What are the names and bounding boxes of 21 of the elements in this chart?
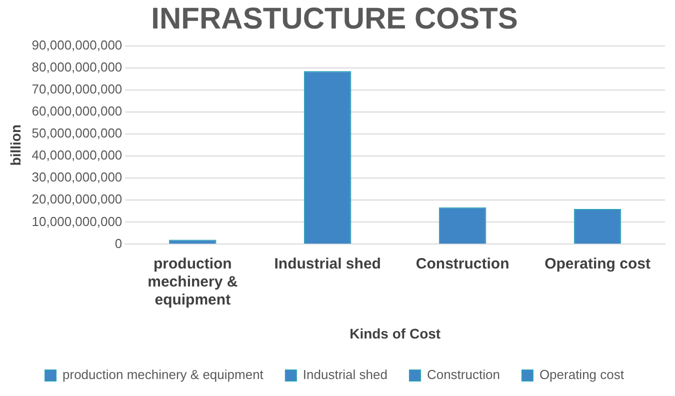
y-tick-label: 70,000,000,000 [32,82,122,97]
y-tick-label: 20,000,000,000 [32,192,122,207]
chart-title: INFRASTUCTURE COSTS [151,2,518,36]
y-tick-label: 30,000,000,000 [32,170,122,185]
y-tick-label: 10,000,000,000 [32,214,122,229]
x-tick-label: Operating cost [544,255,650,272]
y-tick-label: 0 [114,236,122,251]
y-tick-label: 50,000,000,000 [32,126,122,141]
legend-label: Industrial shed [302,367,388,382]
legend-label: production mechinery & equipment [62,367,264,382]
legend-label: Construction [426,367,500,382]
y-tick-label: 80,000,000,000 [32,60,122,75]
x-tick-label: production mechinery & equipment [148,255,238,308]
x-axis-title: Kinds of Cost [350,325,441,342]
y-tick-label: 40,000,000,000 [32,148,122,163]
y-tick-label: 60,000,000,000 [32,104,122,119]
x-tick-label: Industrial shed [274,255,381,272]
x-tick-label: Construction [416,255,510,272]
y-axis-title: billion [7,124,24,166]
y-tick-label: 90,000,000,000 [32,38,122,53]
legend-label: Operating cost [539,367,624,382]
